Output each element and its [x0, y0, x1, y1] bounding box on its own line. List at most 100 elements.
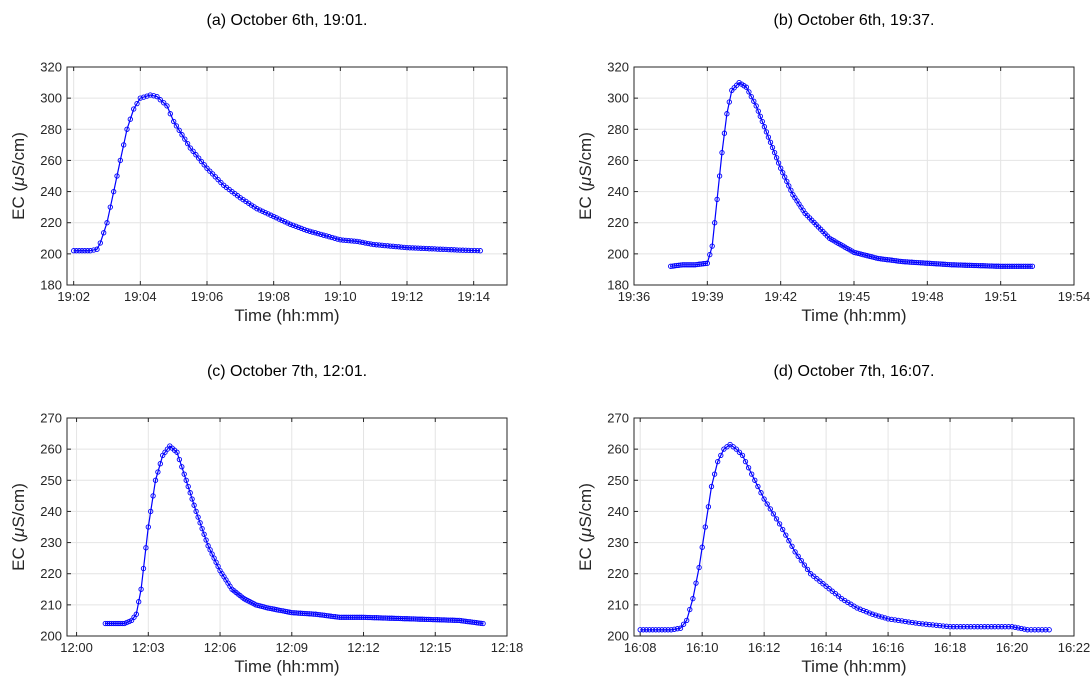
data-point: [1042, 627, 1049, 633]
data-point: [1021, 626, 1028, 632]
x-axis-label: Time (hh:mm): [801, 657, 906, 676]
data-point: [742, 458, 749, 465]
data-point: [127, 116, 133, 122]
data-point: [151, 93, 157, 99]
x-tick-label: 12:12: [347, 640, 380, 655]
data-point: [748, 93, 754, 100]
data-point: [215, 563, 221, 570]
data-point: [712, 220, 718, 226]
data-point: [751, 98, 757, 104]
data-point: [783, 532, 789, 538]
data-point: [133, 611, 139, 617]
data-point: [191, 502, 197, 508]
data-point: [409, 245, 416, 251]
data-point: [964, 624, 970, 630]
data-point: [138, 586, 144, 592]
x-tick-label: 19:10: [324, 289, 357, 304]
data-point: [752, 477, 758, 483]
data-point: [869, 611, 876, 617]
data-point: [273, 215, 280, 221]
data-point: [471, 247, 478, 254]
data-point: [307, 228, 313, 234]
chart-panel-c: 12:00 12:03 12:06 12:09 12:12 12:15 12:18 200 21…: [9, 363, 523, 676]
y-axis-label-part: μ: [576, 176, 595, 187]
y-axis-label-part: S/cm): [576, 132, 595, 176]
x-tick-label: 16:14: [810, 640, 843, 655]
data-point: [916, 620, 922, 627]
data-point: [298, 225, 305, 232]
data-point: [835, 593, 842, 599]
data-point: [195, 514, 201, 520]
data-point: [699, 544, 705, 550]
data-point: [866, 610, 873, 616]
data-point: [759, 118, 765, 125]
data-point: [863, 609, 870, 615]
data-point: [745, 465, 752, 471]
data-point: [104, 220, 110, 226]
chart-title: (a) October 6th, 19:01.: [207, 12, 368, 29]
data-point: [354, 238, 360, 245]
data-point: [943, 623, 950, 629]
data-point: [218, 179, 224, 186]
series-markers: [637, 441, 1052, 633]
data-point: [739, 452, 746, 459]
data-point: [209, 551, 215, 557]
data-point: [390, 243, 396, 249]
data-point: [640, 627, 646, 633]
data-point: [143, 545, 149, 551]
data-point: [384, 243, 391, 249]
chart-title: (b) October 6th, 19:37.: [774, 12, 935, 29]
data-point: [167, 111, 173, 117]
data-point: [755, 108, 761, 114]
y-tick-label: 210: [40, 597, 62, 612]
data-point: [376, 242, 382, 248]
x-tick-label: 12:15: [419, 640, 452, 655]
data-point: [346, 237, 352, 244]
x-tick-label: 19:04: [124, 289, 157, 304]
data-point: [463, 247, 469, 253]
data-point: [919, 621, 926, 627]
y-tick-label: 250: [607, 473, 629, 488]
data-point: [211, 555, 217, 561]
x-tick-label: 19:48: [911, 289, 944, 304]
data-point: [656, 627, 662, 633]
data-point: [776, 521, 783, 527]
data-point: [690, 595, 696, 602]
data-point: [190, 148, 196, 154]
data-point: [709, 243, 715, 249]
data-point: [198, 158, 205, 165]
data-point: [882, 615, 888, 621]
y-tick-label: 270: [40, 411, 62, 426]
y-tick-label: 220: [40, 566, 62, 581]
y-tick-label: 260: [607, 153, 629, 168]
data-point: [795, 553, 801, 559]
data-point: [348, 238, 355, 244]
data-point: [780, 526, 786, 533]
data-point: [189, 496, 195, 502]
y-axis-label: EC (μS/cm): [9, 132, 28, 220]
data-point: [1046, 627, 1052, 633]
data-point: [434, 246, 441, 252]
y-axis-label-part: S/cm): [9, 483, 28, 527]
data-point: [873, 612, 879, 618]
data-point: [801, 562, 808, 568]
data-point: [659, 627, 665, 633]
data-point: [213, 559, 219, 565]
data-point: [1029, 263, 1036, 269]
data-point: [393, 243, 399, 250]
data-point: [719, 149, 725, 156]
data-point: [121, 142, 127, 148]
data-point: [677, 625, 684, 631]
data-point: [382, 242, 388, 249]
data-point: [418, 245, 424, 251]
axes-frame: [633, 417, 1075, 637]
data-point: [73, 248, 80, 254]
data-point: [769, 144, 776, 151]
data-point: [746, 89, 752, 95]
plot-area: [634, 418, 1074, 636]
data-point: [950, 624, 957, 630]
data-point: [329, 234, 335, 241]
data-point: [203, 537, 209, 543]
data-point: [421, 245, 427, 252]
data-point: [820, 581, 826, 587]
